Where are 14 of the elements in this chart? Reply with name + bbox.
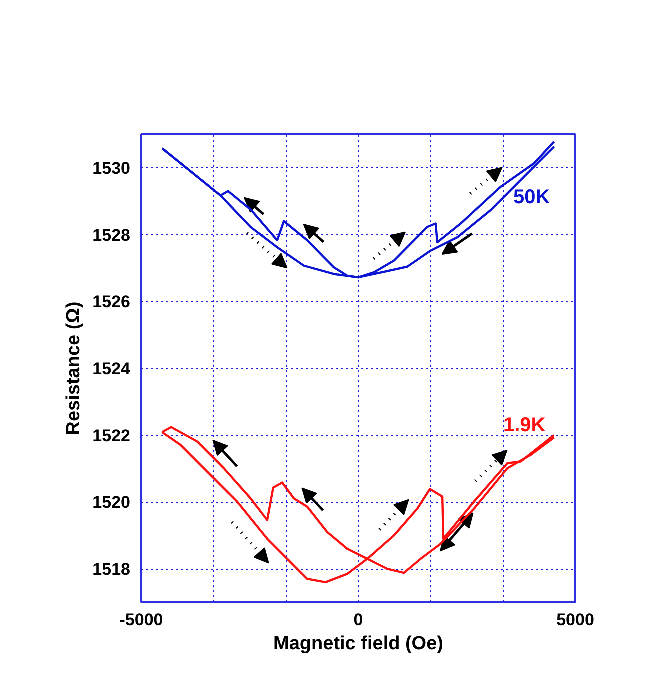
series-label: 1.9K xyxy=(504,414,546,436)
y-tick-label: 1528 xyxy=(92,226,131,245)
y-axis-title: Resistance (Ω) xyxy=(64,302,85,436)
y-tick-label: 1530 xyxy=(92,158,131,178)
y-tick-label: 1524 xyxy=(92,360,132,378)
y-tick-label: 1526 xyxy=(92,292,131,312)
series-label: 50K xyxy=(514,186,551,208)
x-tick-label: -5000 xyxy=(120,610,164,630)
y-tick-label: 1520 xyxy=(92,493,131,512)
x-axis-title: Magnetic field (Oe) xyxy=(274,634,444,654)
y-tick-label: 1518 xyxy=(92,560,131,580)
x-tick-label: 5000 xyxy=(556,610,594,630)
y-tick-label: 1522 xyxy=(92,426,131,446)
x-tick-label: 0 xyxy=(354,610,364,630)
